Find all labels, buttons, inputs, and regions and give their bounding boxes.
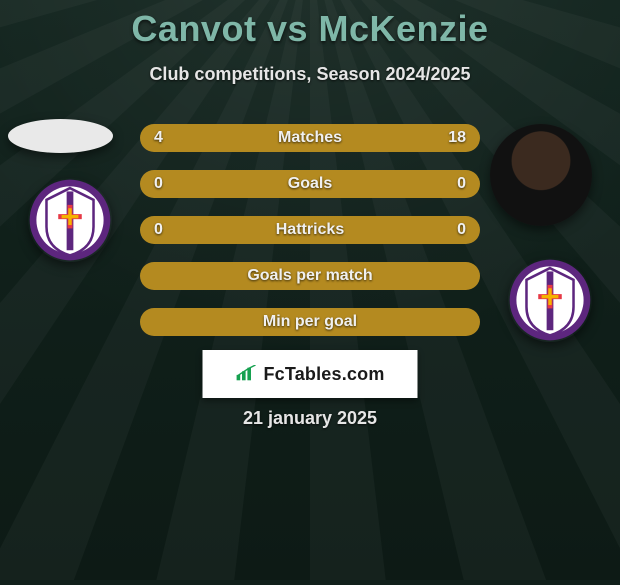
title-vs: vs bbox=[267, 8, 308, 49]
player-left-club-badge bbox=[28, 178, 112, 262]
subtitle: Club competitions, Season 2024/2025 bbox=[0, 64, 620, 85]
chart-bars-icon bbox=[235, 365, 257, 383]
stat-value-right: 0 bbox=[438, 175, 466, 193]
stat-value-left: 4 bbox=[154, 129, 182, 147]
player-right-avatar bbox=[490, 124, 592, 226]
stat-value-right: 18 bbox=[438, 129, 466, 147]
stat-value-right: 0 bbox=[438, 221, 466, 239]
stats-bars: 4 Matches 18 0 Goals 0 0 Hattricks 0 bbox=[140, 124, 480, 354]
stat-label: Goals bbox=[182, 175, 438, 193]
player-right-club-badge bbox=[508, 258, 592, 342]
watermark-text: FcTables.com bbox=[263, 364, 384, 385]
stat-row-0: 4 Matches 18 bbox=[140, 124, 480, 152]
stat-value-left: 0 bbox=[154, 175, 182, 193]
avatar-photo-icon bbox=[490, 124, 592, 226]
stat-row-1: 0 Goals 0 bbox=[140, 170, 480, 198]
stat-value-left: 0 bbox=[154, 221, 182, 239]
avatar-placeholder-icon bbox=[8, 119, 113, 153]
stat-label: Hattricks bbox=[182, 221, 438, 239]
page-title: Canvot vs McKenzie bbox=[0, 0, 620, 50]
stat-row-4: Min per goal bbox=[140, 308, 480, 336]
stat-label: Goals per match bbox=[182, 267, 438, 285]
title-player-left: Canvot bbox=[131, 8, 256, 49]
stat-row-2: 0 Hattricks 0 bbox=[140, 216, 480, 244]
watermark[interactable]: FcTables.com bbox=[203, 350, 418, 398]
stat-row-3: Goals per match bbox=[140, 262, 480, 290]
stat-label: Min per goal bbox=[182, 313, 438, 331]
player-left-avatar bbox=[8, 119, 113, 153]
stat-label: Matches bbox=[182, 129, 438, 147]
date-line: 21 january 2025 bbox=[0, 408, 620, 429]
title-player-right: McKenzie bbox=[319, 8, 489, 49]
